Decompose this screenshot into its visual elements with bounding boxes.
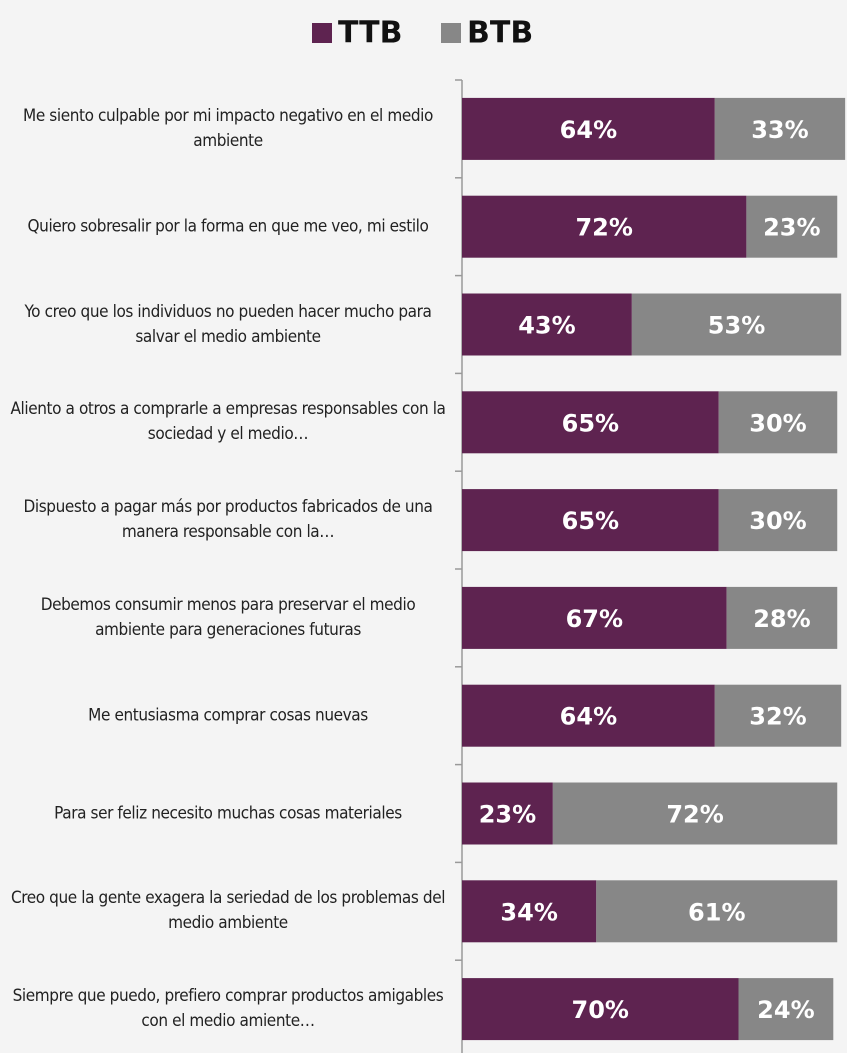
value-label: 64% bbox=[560, 703, 617, 731]
value-label: 30% bbox=[749, 507, 806, 535]
value-label: 23% bbox=[763, 214, 820, 242]
bar-segment bbox=[596, 880, 838, 943]
value-label: 34% bbox=[500, 898, 557, 926]
bar-segment bbox=[738, 978, 834, 1041]
value-label: 53% bbox=[708, 312, 765, 340]
value-label: 72% bbox=[666, 801, 723, 829]
bar-segment bbox=[462, 293, 632, 356]
legend-label: BTB bbox=[467, 16, 533, 51]
category-label: Dispuesto a pagar más por productos fabr… bbox=[23, 497, 433, 543]
category-label: Me entusiasma comprar cosas nuevas bbox=[88, 705, 368, 726]
value-label: 28% bbox=[753, 605, 810, 633]
value-label: 23% bbox=[479, 801, 536, 829]
bar-segment bbox=[718, 489, 838, 552]
bar-segment bbox=[462, 880, 597, 943]
bar-segment bbox=[746, 195, 838, 258]
value-label: 32% bbox=[749, 703, 806, 731]
category-label: Para ser feliz necesito muchas cosas mat… bbox=[54, 803, 402, 823]
legend-swatch bbox=[312, 23, 332, 43]
bar-segment bbox=[462, 489, 719, 552]
value-label: 65% bbox=[562, 409, 619, 437]
category-label: Creo que la gente exagera la seriedad de… bbox=[10, 888, 446, 934]
bar-segment bbox=[714, 684, 842, 747]
value-label: 30% bbox=[749, 409, 806, 437]
bar-segment bbox=[714, 97, 846, 160]
bar-segment bbox=[462, 195, 747, 258]
value-label: 67% bbox=[566, 605, 623, 633]
bar-segment bbox=[726, 586, 838, 649]
bar-segment bbox=[462, 391, 719, 454]
bar-segment bbox=[462, 978, 739, 1041]
value-label: 72% bbox=[575, 214, 632, 242]
bar-segment bbox=[462, 97, 715, 160]
bar-segment bbox=[462, 586, 727, 649]
category-label: Aliento a otros a comprarle a empresas r… bbox=[10, 399, 446, 445]
bar-segment bbox=[462, 782, 553, 845]
bar-segment bbox=[552, 782, 838, 845]
category-label: Me siento culpable por mi impacto negati… bbox=[23, 105, 433, 151]
bar-segment bbox=[718, 391, 838, 454]
value-label: 43% bbox=[518, 312, 575, 340]
value-label: 65% bbox=[562, 507, 619, 535]
category-label: Debemos consumir menos para preservar el… bbox=[40, 594, 416, 640]
category-label: Yo creo que los individuos no pueden hac… bbox=[24, 301, 432, 347]
value-label: 61% bbox=[688, 898, 745, 926]
category-label: Siempre que puedo, prefiero comprar prod… bbox=[12, 986, 444, 1032]
legend-swatch bbox=[441, 23, 461, 43]
bar-segment bbox=[631, 293, 842, 356]
value-label: 64% bbox=[560, 116, 617, 144]
category-label: Quiero sobresalir por la forma en que me… bbox=[27, 216, 429, 237]
value-label: 33% bbox=[751, 116, 808, 144]
value-label: 24% bbox=[757, 996, 814, 1024]
value-label: 70% bbox=[572, 996, 629, 1024]
legend-label: TTB bbox=[338, 16, 402, 51]
bar-segment bbox=[462, 684, 715, 747]
